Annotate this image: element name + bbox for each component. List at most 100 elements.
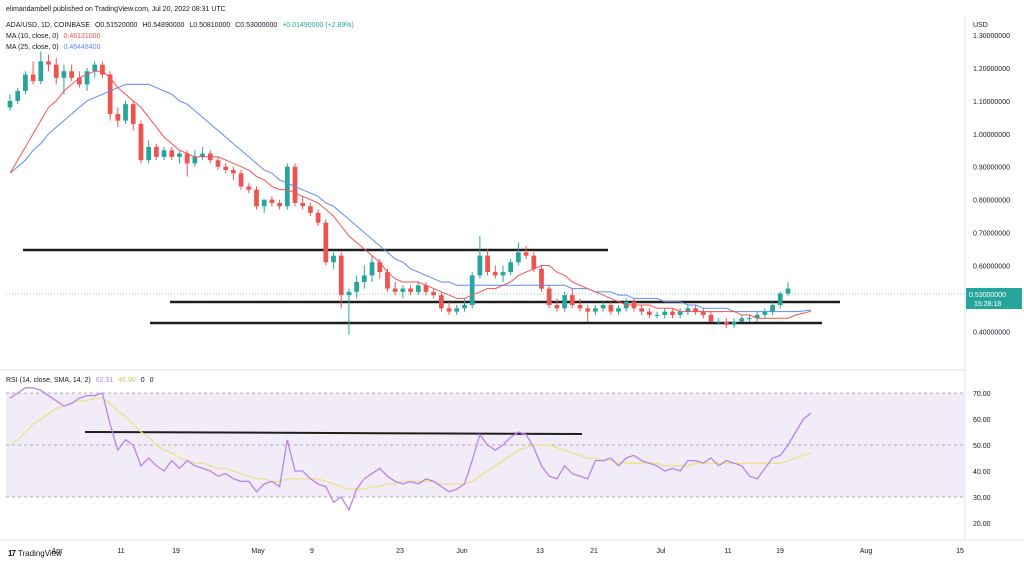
price-tick-label: 0.80000000 — [973, 198, 1010, 205]
candle-body — [477, 255, 483, 276]
time-tick-label: Jun — [456, 548, 467, 555]
candle-body — [777, 293, 783, 306]
candle — [269, 196, 275, 207]
candle — [46, 54, 51, 72]
time-tick-label: May — [251, 548, 265, 555]
candle-body — [662, 311, 668, 315]
candle — [777, 291, 783, 309]
candle — [123, 100, 128, 124]
candle — [677, 308, 683, 319]
candle-body — [469, 275, 475, 306]
candle-body — [138, 123, 144, 161]
last-price-value: 0.53000000 — [969, 292, 1006, 299]
candle — [361, 265, 367, 289]
candle-body — [238, 173, 244, 187]
candle-body — [315, 212, 321, 223]
candle — [662, 308, 668, 319]
candle — [231, 166, 236, 180]
candle-body — [61, 71, 67, 78]
candle — [670, 308, 675, 319]
candle-body — [153, 146, 159, 157]
rsi-line — [9, 387, 812, 512]
rsi-value: 62.31 — [95, 377, 114, 384]
time-tick-label: 9 — [310, 548, 314, 555]
candle — [646, 308, 652, 319]
candle — [292, 163, 298, 207]
price-axis: 1.30000000 1.20000000 1.10000000 1.00000000… — [973, 33, 1010, 336]
candle — [562, 291, 567, 312]
candle-body — [508, 262, 514, 273]
candle — [38, 51, 44, 85]
candle — [724, 318, 729, 329]
candle-body — [693, 308, 698, 312]
time-tick-label: Apr — [52, 548, 64, 555]
candle — [130, 100, 136, 131]
time-tick-label: 11 — [117, 548, 124, 555]
ma25-legend: MA (25, close, 0) 0.46448400 — [6, 43, 103, 52]
candle — [254, 186, 259, 210]
rsi-legend: RSI (14, close, SMA, 14, 2) 62.31 46.90 … — [6, 376, 157, 385]
rsi-panel — [6, 393, 964, 497]
candle — [153, 143, 159, 161]
candle — [700, 308, 706, 319]
candle-body — [500, 272, 506, 276]
time-tick-label: Aug — [860, 548, 873, 555]
candle — [439, 291, 444, 312]
candle — [223, 163, 229, 174]
ma25-value: 0.46448400 — [63, 44, 101, 51]
price-tick-label: 1.10000000 — [973, 99, 1010, 106]
candle — [616, 305, 621, 315]
candle — [539, 265, 544, 292]
candle-body — [331, 255, 336, 263]
last-price-label: 0.53000000 15:28:18 — [966, 288, 1022, 309]
candle — [115, 107, 121, 128]
candle-body — [169, 150, 175, 157]
price-tick-label: 1.20000000 — [973, 66, 1010, 73]
candle-body — [277, 202, 282, 207]
candle — [739, 314, 745, 322]
candle — [469, 272, 475, 309]
candle — [408, 285, 413, 296]
candle — [685, 305, 691, 315]
rsi-label: RSI (14, close, SMA, 14, 2) — [6, 377, 91, 384]
rsi-tick-label: 40.00 — [973, 469, 991, 476]
tradingview-footer[interactable]: 17 TradingView — [8, 549, 62, 558]
open-value: O0.51520000 — [94, 22, 138, 29]
candle — [15, 87, 21, 105]
tradingview-brand: TradingView — [17, 549, 62, 558]
ma10-value: 0.46131000 — [63, 33, 101, 40]
candle — [146, 140, 152, 164]
time-axis: Apr 11 19 May 9 23 Jun 13 21 Jul 11 19 Aug 15 — [52, 548, 964, 555]
candle — [300, 196, 306, 210]
rsi-sma-value: 46.90 — [118, 377, 136, 384]
candle-body — [7, 100, 13, 108]
time-tick-label: 15 — [956, 548, 964, 555]
candle — [369, 255, 375, 282]
high-value: H0.54890000 — [142, 22, 185, 29]
candle-body — [346, 291, 352, 296]
candle-body — [246, 186, 252, 190]
published-line: elimandambell published on TradingView.c… — [6, 6, 226, 13]
price-axis-currency: USD — [973, 22, 988, 29]
candle-body — [654, 314, 660, 316]
candle-body — [408, 288, 413, 292]
rsi-band — [6, 393, 964, 497]
candle-body — [254, 189, 259, 207]
candle — [477, 235, 483, 279]
price-tick-label: 0.70000000 — [973, 231, 1010, 238]
grid — [6, 392, 965, 498]
candle-body — [76, 77, 82, 85]
candle-body — [354, 281, 359, 292]
candle-body — [377, 262, 383, 273]
candle-body — [284, 166, 290, 207]
candle — [585, 305, 591, 322]
candle — [454, 305, 460, 315]
candle-body — [23, 74, 28, 91]
rsi-extra-2: 0 — [149, 377, 154, 384]
rsi-axis: 70.00 60.00 50.00 40.00 30.00 20.00 — [973, 391, 991, 528]
candle-body — [115, 114, 121, 121]
candle — [169, 146, 175, 161]
candle-body — [577, 305, 583, 309]
candle — [608, 301, 614, 315]
candle-body — [677, 311, 683, 315]
